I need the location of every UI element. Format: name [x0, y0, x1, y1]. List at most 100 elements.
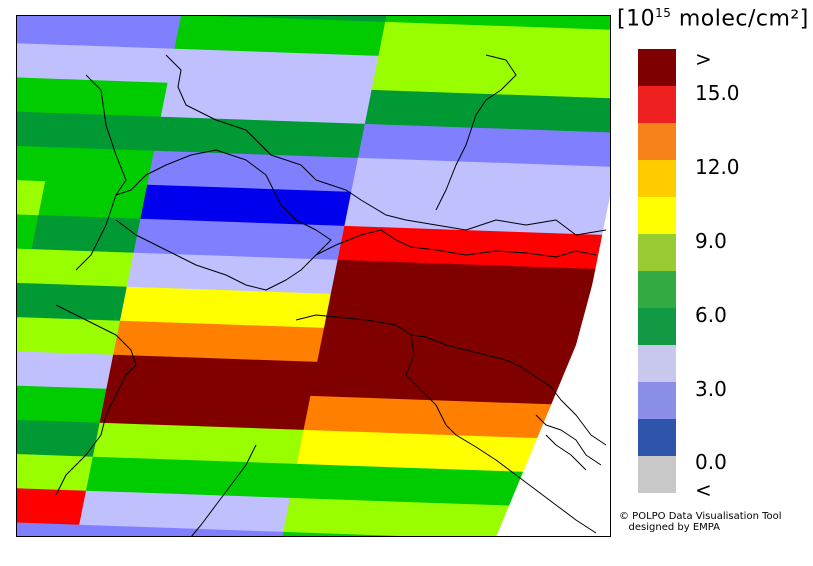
- map-cell: [283, 497, 393, 537]
- map-cell: [473, 59, 611, 100]
- legend-tick: 9.0: [695, 229, 727, 253]
- map-cell: [174, 15, 283, 54]
- map-cell: [16, 180, 46, 216]
- colorbar-swatch: [638, 271, 676, 308]
- map-cell: [167, 48, 277, 88]
- map-cell: [364, 89, 475, 129]
- map-cell: [178, 528, 284, 537]
- map-cell: [289, 463, 400, 503]
- map-cell: [419, 331, 582, 372]
- map-cell: [398, 433, 562, 474]
- country-border: [115, 149, 332, 291]
- map-cell: [126, 252, 236, 292]
- map-cell: [65, 45, 176, 84]
- legend-below-label: <: [695, 478, 712, 502]
- map-cell: [425, 297, 589, 338]
- colorbar-swatch: [638, 456, 676, 493]
- coastline: [190, 444, 257, 537]
- map-cell: [371, 55, 482, 95]
- map-cell: [16, 419, 101, 458]
- map-cell: [282, 15, 388, 23]
- colorbar-swatch: [638, 308, 676, 345]
- map-cell: [344, 191, 454, 231]
- map-cell: [303, 395, 414, 435]
- map-cell: [323, 293, 434, 333]
- legend-above-label: >: [695, 47, 712, 71]
- map-cell: [337, 225, 448, 265]
- colorbar-swatch: [638, 123, 676, 160]
- map-cell: [99, 388, 209, 428]
- map-cell: [241, 188, 352, 227]
- colorbar-swatch: [638, 234, 676, 271]
- map-cell: [275, 18, 386, 57]
- map-cell: [405, 399, 569, 440]
- map-cell: [16, 454, 94, 492]
- map-cell: [378, 21, 488, 61]
- legend-tick: 0.0: [695, 450, 727, 474]
- map-cell: [16, 317, 121, 356]
- colorbar-swatch: [638, 382, 676, 419]
- map-cell: [261, 86, 373, 125]
- credit-line-2: designed by EMPA: [619, 522, 721, 533]
- coastline: [535, 414, 602, 466]
- map-cell: [16, 145, 53, 182]
- legend-unit-exponent: 15: [655, 6, 672, 20]
- colorbar-swatch: [638, 197, 676, 234]
- map-cell: [133, 218, 243, 258]
- map-cell: [310, 361, 420, 401]
- legend-tick: 12.0: [695, 155, 740, 179]
- map-cell: [466, 93, 611, 134]
- map-cell: [72, 15, 182, 50]
- map-cell: [31, 215, 142, 254]
- map-cell: [16, 15, 80, 46]
- colorbar-swatch: [638, 345, 676, 382]
- colorbar-swatch: [638, 160, 676, 197]
- map-cell: [119, 286, 229, 326]
- map-cell: [432, 263, 596, 304]
- map-cell: [459, 127, 611, 168]
- map-cell: [17, 283, 128, 322]
- map-cell: [357, 123, 468, 163]
- map-cell: [282, 531, 386, 537]
- map-cell: [207, 358, 318, 397]
- map-cell: [79, 490, 188, 530]
- map-cell: [76, 524, 181, 537]
- map-cell: [16, 111, 60, 148]
- map-cell: [58, 79, 169, 118]
- coastline: [410, 334, 607, 446]
- coastline: [545, 434, 587, 471]
- country-border: [315, 229, 597, 258]
- colorbar-swatch: [638, 86, 676, 123]
- legend-tick: 3.0: [695, 377, 727, 401]
- legend-tick: 15.0: [695, 81, 740, 105]
- legend-unit-label: [1015 molec/cm²]: [617, 6, 809, 31]
- map-cell: [186, 460, 298, 499]
- legend-unit-main: [10: [617, 6, 656, 32]
- map-cell: [51, 113, 162, 152]
- no-data-area: [496, 165, 611, 537]
- map-cell: [106, 354, 215, 394]
- map-cell: [180, 494, 291, 533]
- legend-unit-rest: molec/cm²]: [671, 6, 809, 32]
- map-panel[interactable]: [16, 15, 611, 537]
- colorbar-swatch: [638, 49, 676, 86]
- map-cell: [480, 25, 611, 65]
- map-cell: [16, 385, 108, 424]
- map-cell: [214, 324, 325, 363]
- map-cell: [412, 365, 575, 406]
- map-cell: [446, 195, 609, 236]
- map-cell: [160, 82, 270, 122]
- map-cell: [147, 150, 256, 190]
- map-cell: [254, 120, 366, 159]
- map-cell: [248, 154, 359, 193]
- map-cell: [16, 248, 33, 284]
- map-svg[interactable]: [16, 15, 611, 537]
- map-cell: [153, 116, 263, 156]
- map-cell: [227, 256, 339, 295]
- map-cell: [193, 426, 305, 465]
- credit-line-1: © POLPO Data Visualisation Tool: [619, 511, 782, 522]
- map-cell: [45, 147, 155, 186]
- map-cell: [16, 522, 80, 537]
- map-cell: [351, 157, 461, 197]
- map-cell: [453, 161, 611, 202]
